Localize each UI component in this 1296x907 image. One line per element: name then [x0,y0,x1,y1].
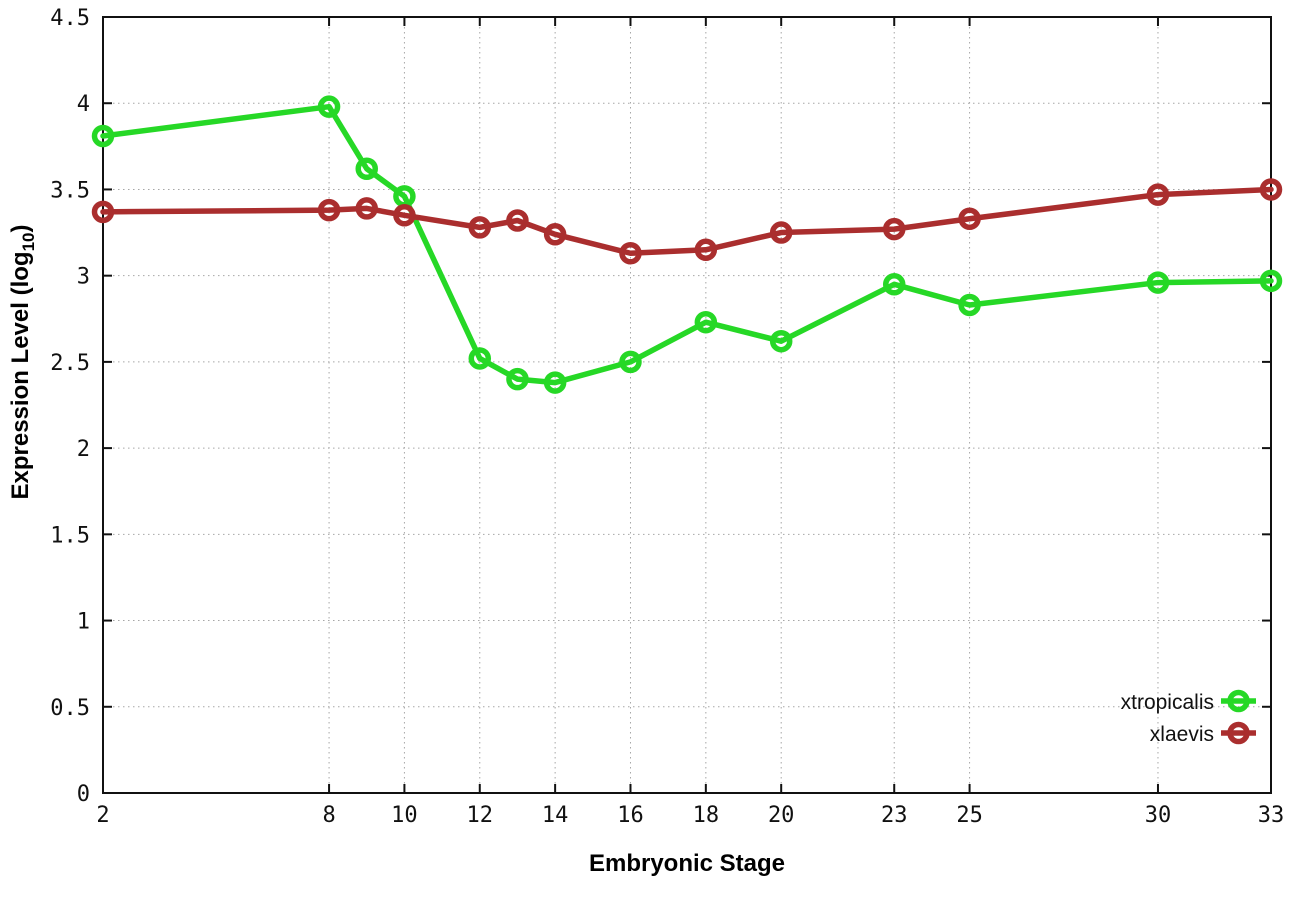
data-point-xtropicalis [506,367,529,391]
legend-sample-marker [1227,721,1250,745]
tick-labels: 2 8 10 12 14 16 18 20 23 25 30 33 0 0.5 1 1.5 2 2.5 3 3.5 4 4… [50,6,1284,828]
y-tick-label: 2 [77,437,90,462]
y-tick-label: 3.5 [50,178,90,203]
y-tick-label: 2.5 [50,351,90,376]
y-tick-label: 4 [77,92,90,117]
data-point-xlaevis [769,221,793,244]
x-tick-label: 18 [693,803,720,828]
data-point-xlaevis [317,198,341,222]
data-point-xtropicalis [882,273,906,296]
data-point-xlaevis [958,207,981,231]
x-tick-label: 33 [1258,803,1285,828]
y-axis-title-main: Expression Level (log [7,251,34,499]
data-point-xtropicalis [468,347,492,370]
y-tick-label: 1.5 [50,523,90,548]
y-axis-title-subscript: 10 [19,233,38,252]
data-point-xtropicalis [355,157,378,181]
y-tick-label: 1 [77,610,90,635]
data-series [91,95,1283,394]
y-tick-label: 4.5 [50,6,90,31]
x-tick-label: 30 [1145,803,1172,828]
y-axis-title-close: ) [7,225,34,233]
data-point-xlaevis [506,209,529,232]
data-point-xtropicalis [619,350,642,374]
data-point-xtropicalis [769,329,793,353]
legend-entry-xlaevis: xlaevis [1150,721,1256,746]
x-tick-label: 16 [617,803,644,828]
legend-sample-marker [1227,689,1250,713]
series-line-xtropicalis [100,103,1274,386]
data-point-xlaevis [694,238,718,262]
data-point-xlaevis [91,200,115,224]
data-point-xtropicalis [694,310,718,334]
data-point-xlaevis [619,241,642,265]
data-point-xtropicalis [543,371,567,394]
x-tick-label: 25 [956,803,983,828]
data-point-xlaevis [543,223,567,246]
legend-label: xlaevis [1150,723,1214,746]
data-point-xtropicalis [958,293,981,317]
data-point-xlaevis [468,216,492,239]
data-point-xtropicalis [1146,271,1170,294]
y-axis-title: Expression Level (log10) [7,225,38,500]
legend-entry-xtropicalis: xtropicalis [1121,689,1256,714]
data-point-xtropicalis [317,95,341,118]
plot-border-rect [102,16,1272,794]
x-tick-label: 8 [322,803,335,828]
series-line-xlaevis [100,186,1274,256]
gridlines [102,16,1272,794]
x-tick-label: 12 [467,803,494,828]
y-tick-label: 0.5 [50,696,90,721]
data-point-xlaevis [1146,183,1170,206]
data-point-xlaevis [355,197,378,220]
x-tick-label: 23 [881,803,908,828]
legend-label: xtropicalis [1121,691,1214,714]
data-point-xtropicalis [1259,269,1283,293]
y-tick-label: 0 [77,782,90,807]
x-tick-label: 10 [391,803,418,828]
legend: xtropicalis xlaevis [1121,689,1256,746]
data-point-xlaevis [882,217,906,241]
data-point-xtropicalis [91,124,115,148]
plot-border [102,16,1272,794]
x-tick-label: 14 [542,803,569,828]
data-point-xlaevis [393,204,416,227]
y-tick-label: 3 [77,265,90,290]
x-tick-label: 2 [96,803,109,828]
x-tick-label: 20 [768,803,795,828]
x-axis-title: Embryonic Stage [589,850,785,877]
data-point-xlaevis [1259,178,1283,201]
